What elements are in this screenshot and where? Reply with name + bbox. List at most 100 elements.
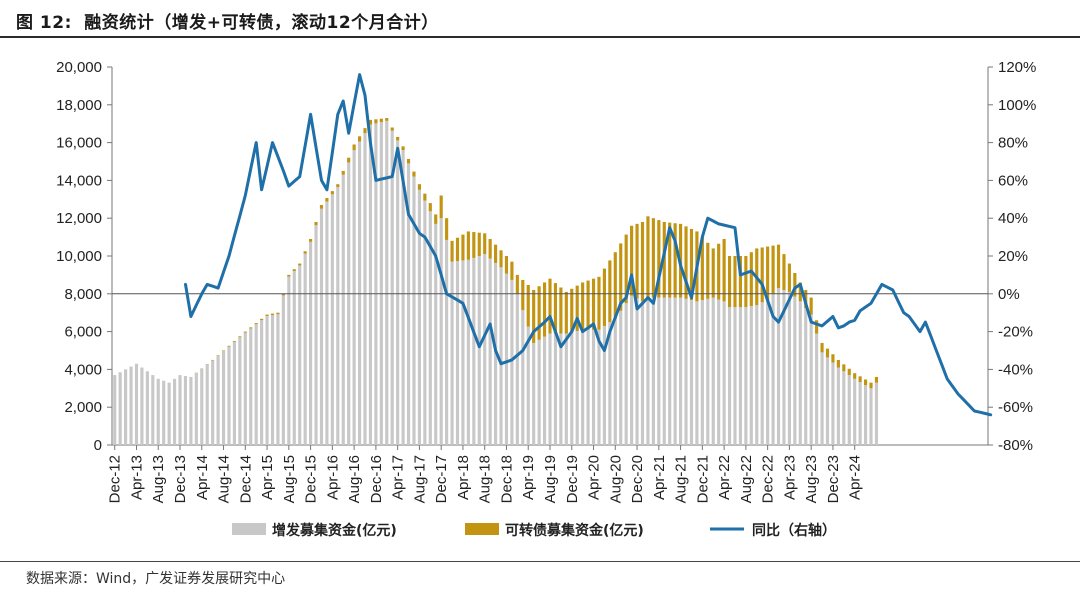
bar-additional-issuance (455, 261, 460, 445)
bar-additional-issuance (537, 339, 541, 445)
bar-convertible-bond (847, 368, 851, 376)
bar-convertible-bond (298, 263, 302, 266)
bar-additional-issuance (733, 307, 737, 445)
bar-convertible-bond (782, 254, 786, 291)
bar-convertible-bond (303, 251, 307, 254)
bar-additional-issuance (156, 378, 160, 445)
bar-additional-issuance (608, 322, 612, 445)
bar-convertible-bond (793, 273, 797, 297)
bar-additional-issuance (532, 342, 536, 445)
bar-convertible-bond (412, 171, 416, 177)
bar-additional-issuance (602, 325, 606, 445)
bar-convertible-bond (771, 245, 775, 294)
bar-convertible-bond (352, 144, 356, 151)
bar-additional-issuance (205, 364, 209, 445)
bar-convertible-bond (265, 314, 269, 316)
x-tick-label: Apr-22 (716, 455, 733, 500)
bar-additional-issuance (869, 388, 873, 445)
bar-additional-issuance (684, 298, 688, 445)
bar-additional-issuance (804, 307, 808, 445)
bar-convertible-bond (853, 373, 857, 379)
x-tick-label: Aug-23 (803, 455, 820, 503)
bar-additional-issuance (679, 297, 683, 445)
bar-additional-issuance (809, 314, 813, 445)
bar-convertible-bond (684, 226, 688, 299)
bar-additional-issuance (657, 297, 661, 445)
bar-additional-issuance (581, 329, 585, 445)
bar-additional-issuance (815, 333, 819, 445)
bar-convertible-bond (330, 191, 334, 195)
bar-convertible-bond (472, 232, 476, 258)
bar-convertible-bond (646, 216, 650, 298)
bar-convertible-bond (760, 247, 764, 303)
bar-additional-issuance (842, 371, 846, 445)
bar-convertible-bond (401, 146, 405, 151)
x-tick-label: Apr-13 (128, 455, 145, 500)
bar-additional-issuance (499, 267, 503, 445)
bar-convertible-bond (276, 312, 280, 315)
bar-convertible-bond (586, 280, 590, 330)
bar-convertible-bond (787, 263, 791, 292)
bar-convertible-bond (515, 274, 519, 294)
bar-convertible-bond (423, 193, 427, 201)
bar-convertible-bond (510, 261, 514, 280)
right-tick-label: 80% (998, 135, 1028, 152)
bar-convertible-bond (749, 252, 753, 307)
bar-additional-issuance (668, 297, 672, 445)
bar-additional-issuance (847, 375, 851, 445)
x-tick-label: Apr-19 (520, 455, 537, 500)
bar-additional-issuance (260, 320, 264, 445)
bar-additional-issuance (265, 315, 269, 445)
bar-additional-issuance (706, 298, 710, 445)
legend-swatch-convertible (465, 523, 499, 535)
legend-swatch-additional (232, 523, 266, 535)
bar-convertible-bond (314, 221, 318, 226)
bar-additional-issuance (374, 123, 378, 445)
x-tick-label: Apr-18 (455, 455, 472, 500)
legend-label-yoy: 同比（右轴） (752, 522, 836, 539)
x-tick-label: Apr-20 (586, 455, 603, 500)
x-tick-label: Dec-13 (172, 455, 189, 503)
bar-additional-issuance (243, 332, 247, 445)
bar-convertible-bond (869, 382, 873, 389)
bar-convertible-bond (608, 260, 612, 323)
bar-additional-issuance (189, 377, 193, 445)
right-tick-label: -20% (998, 324, 1033, 341)
bar-additional-issuance (151, 375, 155, 445)
bar-additional-issuance (216, 355, 220, 445)
x-tick-label: Dec-17 (433, 455, 450, 503)
bar-additional-issuance (874, 382, 879, 445)
x-tick-label: Apr-17 (390, 455, 407, 500)
bar-additional-issuance (472, 257, 476, 445)
left-tick-label: 6,000 (64, 324, 102, 341)
bar-additional-issuance (771, 293, 775, 445)
bar-convertible-bond (624, 234, 628, 304)
bar-additional-issuance (863, 385, 868, 445)
bar-additional-issuance (700, 300, 704, 445)
bar-additional-issuance (755, 305, 759, 445)
bar-convertible-bond (657, 220, 661, 298)
bar-convertible-bond (651, 218, 655, 298)
bar-convertible-bond (575, 285, 579, 331)
bar-additional-issuance (336, 187, 340, 445)
bar-additional-issuance (330, 194, 334, 445)
bar-additional-issuance (319, 208, 324, 445)
bar-convertible-bond (227, 345, 231, 347)
x-tick-label: Aug-18 (477, 455, 494, 503)
bar-additional-issuance (178, 375, 182, 445)
bar-additional-issuance (281, 295, 285, 445)
bar-convertible-bond (357, 136, 362, 142)
bar-additional-issuance (515, 293, 519, 445)
right-tick-label: 120% (998, 59, 1036, 76)
bar-convertible-bond (559, 287, 563, 334)
source-note: 数据来源：Wind，广发证券发展研究中心 (26, 571, 286, 587)
bar-additional-issuance (570, 332, 574, 445)
title-rule (0, 36, 1080, 38)
bar-convertible-bond (673, 223, 677, 298)
bar-convertible-bond (260, 318, 264, 321)
bar-convertible-bond (766, 246, 770, 300)
bar-additional-issuance (417, 189, 421, 445)
bar-additional-issuance (613, 318, 617, 445)
bar-additional-issuance (836, 367, 840, 445)
bar-additional-issuance (624, 303, 628, 445)
